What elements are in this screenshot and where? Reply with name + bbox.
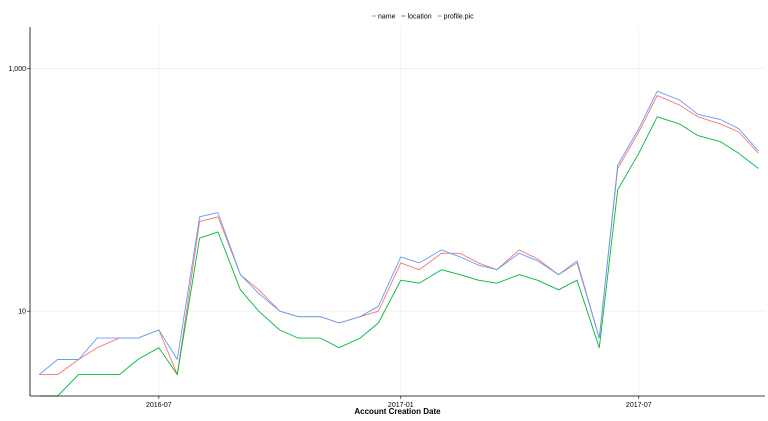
legend-label: name — [378, 14, 396, 21]
x-tick-label: 2017-01 — [388, 402, 414, 409]
x-tick-label: 2016-07 — [146, 402, 172, 409]
grid — [30, 27, 765, 396]
legend: name location profile.pic — [372, 14, 474, 21]
series-layer — [38, 90, 759, 397]
legend-label: location — [408, 14, 432, 21]
series-line-name — [39, 95, 759, 376]
legend-label: profile.pic — [444, 14, 474, 21]
x-axis-title: Account Creation Date — [354, 407, 441, 416]
series-line-location — [39, 116, 759, 397]
axes: 2016-07 2017-01 2017-07 10 1,000 — [8, 27, 765, 409]
x-tick-label: 2017-07 — [626, 402, 652, 409]
series-line-profile-pic — [38, 90, 759, 375]
y-tick-label: 1,000 — [8, 66, 26, 73]
y-tick-label: 10 — [18, 309, 26, 316]
